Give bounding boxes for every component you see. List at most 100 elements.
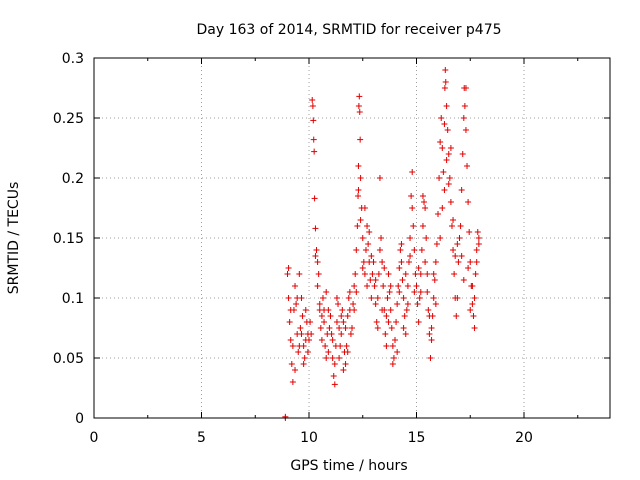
data-point — [335, 301, 342, 307]
data-point — [469, 301, 476, 307]
data-point — [364, 223, 371, 229]
data-point — [347, 331, 354, 337]
data-point — [441, 121, 448, 127]
data-point — [366, 229, 373, 235]
data-point — [372, 277, 379, 283]
data-point — [473, 259, 480, 265]
data-point — [426, 313, 433, 319]
data-point — [423, 235, 430, 241]
data-point — [432, 259, 439, 265]
data-point — [287, 307, 294, 313]
data-point — [459, 151, 466, 157]
data-point — [465, 265, 472, 271]
data-point — [443, 157, 450, 163]
data-point — [432, 301, 439, 307]
data-point — [321, 307, 328, 313]
data-point — [430, 295, 437, 301]
data-point — [439, 205, 446, 211]
data-point — [312, 225, 319, 232]
data-point — [464, 163, 471, 169]
data-point — [396, 265, 403, 271]
data-point — [454, 295, 461, 301]
data-point — [430, 271, 437, 277]
data-point — [307, 319, 314, 325]
data-point — [286, 319, 293, 325]
data-point — [415, 265, 422, 271]
data-point — [292, 367, 299, 373]
data-point — [383, 343, 390, 349]
data-point — [314, 259, 321, 265]
data-point — [356, 109, 363, 115]
y-tick-label: 0.3 — [62, 51, 84, 67]
data-point — [289, 343, 296, 349]
data-point — [462, 127, 469, 133]
data-point — [357, 136, 364, 143]
data-point — [448, 223, 455, 229]
x-tick-label: 20 — [515, 430, 533, 446]
y-tick-label: 0.25 — [53, 111, 84, 127]
data-point — [460, 115, 467, 121]
data-point — [438, 115, 445, 121]
data-point — [285, 295, 292, 301]
data-point — [355, 103, 362, 109]
y-tick-label: 0.1 — [62, 291, 84, 307]
data-point — [354, 223, 361, 229]
data-point — [437, 139, 444, 145]
data-point — [379, 307, 386, 313]
data-point — [346, 289, 353, 295]
data-point — [356, 93, 363, 100]
data-point — [442, 79, 449, 85]
data-point — [411, 289, 418, 295]
data-point — [470, 313, 477, 319]
data-point — [385, 319, 392, 325]
data-point — [407, 235, 414, 241]
data-point — [387, 307, 394, 313]
data-point — [355, 193, 362, 199]
data-point — [380, 283, 387, 289]
data-point — [326, 325, 333, 331]
data-point — [424, 271, 431, 277]
data-point — [361, 205, 368, 211]
data-point — [403, 307, 410, 313]
data-point — [455, 259, 462, 265]
data-point — [447, 199, 454, 205]
data-point — [398, 259, 405, 265]
data-point — [400, 295, 407, 301]
data-point — [340, 367, 347, 373]
data-point — [437, 235, 444, 241]
data-point — [440, 169, 447, 175]
data-point — [412, 271, 419, 277]
data-point — [342, 361, 349, 367]
data-point — [454, 241, 461, 247]
data-point — [296, 271, 303, 277]
data-point — [329, 355, 336, 361]
data-point — [289, 379, 296, 385]
data-point — [372, 301, 379, 307]
plot-frame — [93, 57, 611, 419]
data-point — [473, 247, 480, 253]
data-point — [336, 325, 343, 331]
data-point — [452, 253, 459, 259]
data-point — [312, 253, 319, 259]
data-point — [441, 187, 448, 193]
data-point — [415, 319, 422, 325]
data-point — [311, 195, 318, 202]
data-point — [397, 247, 404, 253]
data-point — [392, 337, 398, 343]
data-point — [398, 241, 405, 247]
data-point — [461, 103, 468, 109]
data-point — [407, 253, 414, 259]
data-point — [364, 283, 371, 289]
data-point — [396, 289, 403, 295]
data-point — [409, 169, 416, 175]
data-point — [389, 361, 396, 367]
data-point — [308, 331, 315, 337]
data-point — [360, 259, 367, 265]
data-point — [302, 307, 309, 313]
data-point — [376, 175, 383, 181]
y-tick-label: 0.05 — [53, 351, 84, 367]
data-point — [359, 235, 366, 241]
data-point — [333, 319, 340, 325]
data-point — [386, 289, 393, 295]
data-point — [313, 247, 320, 253]
